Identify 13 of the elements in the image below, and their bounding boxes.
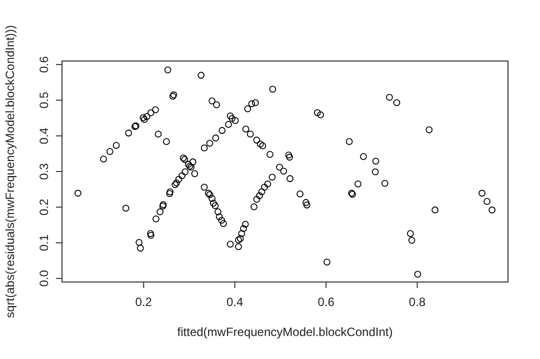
y-tick-label: 0.0 bbox=[37, 270, 51, 287]
x-tick-label: 0.4 bbox=[226, 295, 244, 309]
x-tick-label: 0.6 bbox=[318, 295, 335, 309]
y-axis-title: sqrt(abs(residuals(mwFrequencyModel.blockCondInt))) bbox=[3, 25, 17, 318]
y-tick-label: 0.5 bbox=[37, 92, 51, 109]
y-tick-label: 0.4 bbox=[37, 127, 51, 144]
y-tick-label: 0.1 bbox=[37, 234, 51, 252]
y-tick-label: 0.2 bbox=[37, 198, 51, 216]
x-axis-title: fitted(mwFrequencyModel.blockCondInt) bbox=[177, 325, 393, 339]
y-tick-label: 0.3 bbox=[37, 162, 51, 180]
x-tick-label: 0.8 bbox=[408, 295, 426, 309]
y-tick-label: 0.6 bbox=[37, 56, 51, 73]
x-tick-label: 0.2 bbox=[135, 295, 152, 309]
